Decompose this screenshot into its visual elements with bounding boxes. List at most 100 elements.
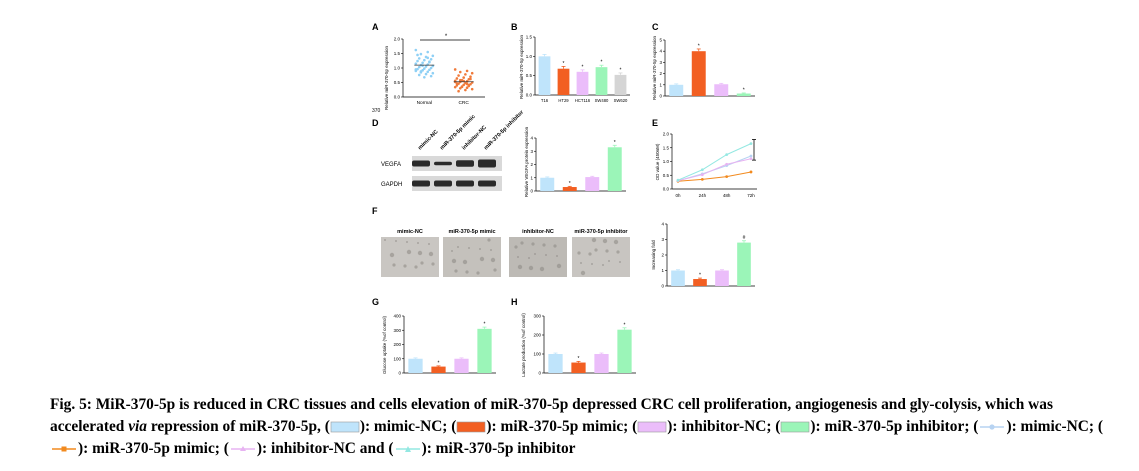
- microscopy-cell: [392, 263, 396, 267]
- A-point: [431, 54, 435, 58]
- E-point: [725, 175, 729, 179]
- E-series-line: [677, 158, 752, 182]
- microscopy-cell: [556, 255, 558, 257]
- caption-t8: ): miR-370-5p inhibitor: [421, 440, 576, 457]
- microscopy-cell: [414, 265, 418, 269]
- panel-a-bottom-text: 370: [372, 108, 381, 114]
- D-ytick-label: 1: [530, 175, 533, 180]
- caption-via: via: [128, 418, 147, 435]
- A-point: [458, 78, 462, 82]
- E-ytick-label: 0.5: [663, 173, 670, 178]
- C-bar: [669, 84, 684, 96]
- caption-t5: ): mimic-NC; (: [1006, 418, 1104, 435]
- microscopy-cell: [545, 254, 547, 256]
- panel-e-ylabel: OD value (450nM): [655, 143, 660, 180]
- G-bar: [454, 358, 469, 373]
- A-point: [423, 75, 426, 79]
- microscopy-cell: [490, 257, 496, 263]
- C-bar: [691, 51, 706, 96]
- microscopy-cell: [602, 264, 604, 266]
- A-point: [455, 82, 459, 85]
- microscopy-cell: [580, 262, 582, 264]
- microscopy-cell: [619, 261, 621, 263]
- E-point: [700, 177, 704, 181]
- microscopy-cell: [602, 238, 608, 244]
- legend-line-mimic: [52, 446, 76, 452]
- C-ytick-label: 4: [659, 49, 662, 54]
- A-point: [464, 73, 467, 76]
- E-point: [749, 154, 753, 158]
- microscopy-cell: [608, 260, 610, 262]
- blot-band-gapdh: [478, 180, 496, 187]
- panel-a-sig: *: [445, 34, 448, 40]
- microscopy-cell: [428, 243, 430, 245]
- A-point: [470, 71, 474, 75]
- B-ytick-label: 1.5: [526, 35, 533, 40]
- G-bar: [477, 328, 492, 373]
- H-ytick-label: 100: [533, 352, 541, 357]
- microscopy-cell: [451, 258, 457, 264]
- E-point: [700, 173, 704, 177]
- E-point: [749, 157, 753, 161]
- microscopy-cell: [556, 263, 562, 269]
- panel-b-plot: 0.0 0.5 1.0 1.5 T16 * HT29 * HCT116 * SW480 * SW620: [526, 35, 630, 103]
- legend-line-inhibitor-nc: [230, 446, 255, 451]
- C-ytick-label: 1: [659, 82, 662, 87]
- A-point: [469, 75, 472, 78]
- blot-band-gapdh: [434, 180, 452, 187]
- C-sig-mark: *: [698, 43, 700, 49]
- E-point: [749, 142, 753, 146]
- C-ytick-label: 2: [659, 71, 662, 76]
- B-ytick-label: 1.0: [526, 54, 533, 59]
- microscopy-cell: [417, 250, 423, 256]
- microscopy-images: mimic-NC miR-370-5p mimic inhibitor-NC miR-…: [381, 229, 630, 277]
- B-bar: [538, 56, 551, 95]
- B-sig-mark: *: [563, 61, 565, 67]
- figure-caption: Fig. 5: MiR-370-5p is reduced in CRC tis…: [50, 394, 1110, 460]
- microscopy-cell: [451, 250, 453, 252]
- panel-b-ylabel: Relative miR-370-5p expression: [519, 34, 524, 99]
- panel-a-ylabel: Relative miR-370-5p expression: [384, 45, 389, 110]
- microscopy-image-label: miR-370-5p mimic: [448, 229, 495, 235]
- microscopy-cell: [591, 237, 597, 243]
- microscopy-cell: [591, 263, 593, 265]
- figure-panels: A Relative miR-370-5p expression 370 * 0…: [372, 22, 757, 377]
- microscopy-cell: [454, 269, 458, 273]
- panel-letter-d: D: [372, 118, 379, 128]
- D-bar: [540, 177, 555, 191]
- A-point: [453, 68, 457, 71]
- B-ytick-label: 0.5: [526, 73, 533, 78]
- microscopy-cell: [490, 249, 492, 251]
- microscopy-cell: [493, 268, 497, 272]
- E-series-line: [677, 155, 752, 182]
- A-point: [465, 82, 469, 86]
- A-point: [429, 66, 433, 70]
- F-ytick-label: 2: [661, 253, 664, 258]
- microscopy-image: [381, 237, 439, 277]
- B-sig-mark: *: [620, 67, 622, 73]
- E-series-line: [677, 171, 752, 182]
- D-ytick-label: 3: [530, 149, 533, 154]
- legend-swatch-mimic-nc: [330, 421, 360, 433]
- microscopy-cell: [468, 247, 470, 249]
- A-point: [424, 65, 428, 68]
- A-point: [458, 87, 462, 90]
- microscopy-cell: [517, 256, 519, 258]
- microscopy-cell: [528, 265, 534, 271]
- G-ytick-label: 400: [393, 314, 401, 319]
- microscopy-cell: [577, 251, 581, 255]
- A-point: [465, 69, 469, 73]
- A-point: [457, 74, 460, 77]
- C-sig-mark: *: [743, 87, 745, 93]
- panel-f-ylabel: Increasing fold: [651, 240, 656, 270]
- panel-g: G Glucose uptake (%of control) 0 100 200 30…: [372, 297, 496, 376]
- D-ytick-label: 0: [530, 189, 533, 194]
- F-ytick-label: 0: [661, 284, 664, 289]
- F-bar: [693, 279, 707, 286]
- F-sig-mark: *: [699, 273, 701, 279]
- blot-band-vegfa: [412, 160, 430, 167]
- G-bar: [408, 358, 423, 373]
- panel-letter-g: G: [372, 297, 379, 307]
- panel-h: H Lactate production (%of control) 0 100 2…: [511, 297, 636, 377]
- panel-letter-a: A: [372, 22, 379, 32]
